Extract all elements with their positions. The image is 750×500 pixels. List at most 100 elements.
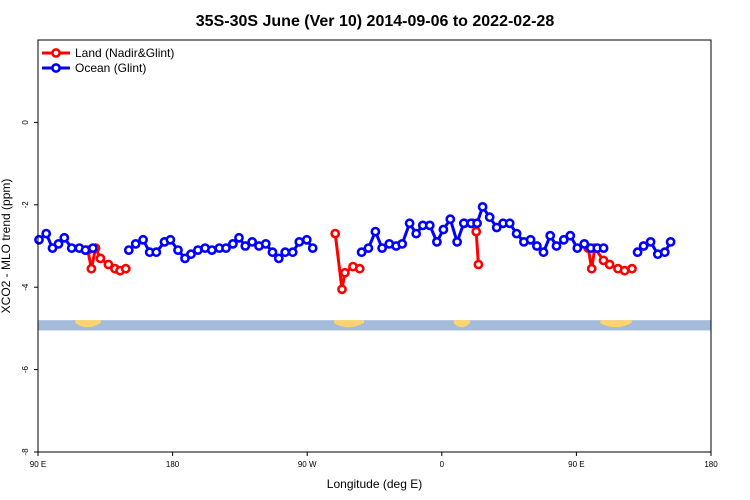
land-span-2 (453, 320, 471, 328)
ocean-point-63 (532, 241, 542, 251)
legend-label-0: Land (Nadir&Glint) (75, 46, 174, 60)
ocean-point-1 (41, 228, 52, 239)
ocean-point-59 (504, 218, 515, 229)
ocean-point-34 (294, 236, 305, 247)
ocean-point-60 (511, 228, 522, 239)
x-tick-label-3: 0 (440, 460, 445, 469)
y-axis: 0 -2 -4 -6 -8 (21, 120, 38, 456)
ocean-point-48 (431, 236, 442, 247)
ocean-point-79 (665, 236, 676, 247)
ocean-point-70 (579, 238, 590, 249)
x-axis-label: Longitude (deg E) (327, 477, 422, 491)
land-seg0-point-3 (95, 253, 106, 264)
ocean-point-24 (227, 238, 238, 249)
ocean-point-38 (363, 243, 374, 253)
ocean-point-21 (206, 245, 217, 255)
land-seg1-point-2 (339, 267, 350, 278)
ocean-point-67 (558, 234, 569, 245)
y-tick-label-0: 0 (21, 120, 30, 125)
land-seg0-point-7 (120, 263, 131, 274)
ocean-point-49 (438, 224, 449, 235)
ocean-point-36 (307, 243, 318, 253)
land-span-1 (334, 320, 365, 328)
ocean-point-51 (452, 236, 462, 247)
land-seg3-point-7 (627, 263, 637, 274)
land-seg2-point-3 (473, 259, 484, 270)
ocean-point-44 (404, 218, 415, 229)
land-seg3-point-6 (619, 265, 630, 276)
ocean-point-27 (247, 236, 258, 247)
y-tick-label-3: -6 (21, 365, 30, 373)
legend-marker-0 (51, 48, 61, 58)
ocean-point-37 (356, 247, 367, 258)
ocean-point-18 (186, 249, 196, 260)
land-mask (38, 320, 711, 331)
ocean-point-3 (53, 238, 64, 249)
x-tick-label-5: 180 (704, 460, 718, 469)
ocean-point-47 (424, 220, 435, 231)
x-axis: 90 E 180 90 W 0 90 E 180 (30, 452, 718, 469)
ocean-point-25 (234, 232, 244, 243)
ocean-point-4 (59, 232, 70, 243)
land-seg2-point-2 (471, 226, 482, 237)
ocean-point-0 (34, 234, 44, 245)
ocean-point-26 (240, 241, 251, 251)
ocean-point-39 (370, 226, 381, 237)
ocean-point-33 (287, 247, 298, 258)
x-tick-label-4: 90 E (568, 460, 584, 469)
ocean-point-73 (598, 243, 609, 253)
series-layer (34, 201, 676, 295)
land-seg3-point-4 (604, 259, 615, 270)
y-tick-label-2: -4 (21, 283, 30, 291)
ocean-point-56 (484, 212, 495, 223)
y-tick-label-4: -8 (21, 448, 30, 456)
x-tick-label-2: 90 W (298, 460, 317, 469)
y-axis-label: XCO2 - MLO trend (ppm) (0, 179, 13, 314)
plot-frame (37, 39, 712, 453)
legend-label-1: Ocean (Glint) (75, 61, 146, 75)
ocean-point-69 (572, 243, 583, 253)
ocean-point-7 (80, 245, 91, 255)
ocean-point-30 (267, 247, 278, 258)
ocean-point-76 (645, 236, 656, 247)
legend: Land (Nadir&Glint)Ocean (Glint) (42, 46, 174, 75)
land-seg0-point-4 (103, 259, 114, 270)
ocean-point-13 (151, 247, 162, 258)
ocean-point-32 (280, 247, 291, 258)
ocean-point-55 (477, 201, 488, 212)
land-seg1-point-1 (337, 284, 347, 295)
ocean-point-54 (472, 218, 482, 229)
land-span-0 (75, 320, 101, 328)
ocean-point-35 (301, 234, 312, 245)
ocean-point-29 (260, 238, 271, 249)
ocean-point-50 (445, 214, 456, 225)
y-tick-label-1: -2 (21, 201, 30, 209)
ocean-point-31 (273, 253, 284, 264)
ocean-point-57 (491, 222, 502, 233)
land-seg1-point-4 (354, 263, 365, 274)
ocean-point-64 (538, 247, 549, 258)
ocean-point-78 (659, 247, 670, 258)
ocean-point-11 (138, 234, 148, 245)
land-seg1-point-0 (330, 228, 341, 239)
ocean-point-40 (377, 243, 387, 253)
land-line-1 (333, 233, 361, 291)
ocean-point-74 (632, 247, 643, 258)
x-tick-label-0: 90 E (30, 460, 46, 469)
land-seg3-point-1 (586, 263, 597, 274)
legend-marker-1 (51, 63, 61, 73)
ocean-point-8 (88, 243, 98, 253)
ocean-point-23 (221, 243, 231, 253)
ocean-strip (38, 320, 711, 331)
ocean-point-75 (638, 241, 649, 251)
land-seg0-point-1 (86, 263, 97, 274)
ocean-point-45 (411, 228, 422, 239)
chart-title: 35S-30S June (Ver 10) 2014-09-06 to 2022… (196, 13, 555, 30)
ocean-point-5 (66, 243, 77, 253)
ocean-point-65 (545, 230, 556, 241)
x-tick-label-1: 180 (166, 460, 180, 469)
ocean-point-66 (551, 241, 562, 251)
ocean-point-62 (525, 234, 536, 245)
ocean-point-10 (130, 238, 141, 249)
